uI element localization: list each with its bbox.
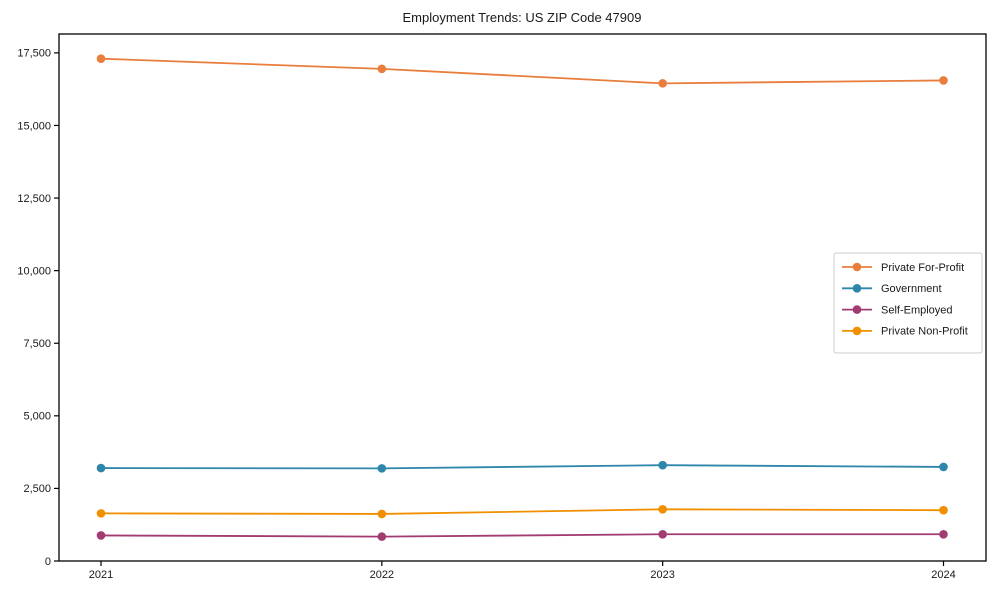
series-point-private-non-profit-2022 [377,509,387,519]
y-tick-label: 5,000 [23,411,51,423]
legend-marker-dot [852,305,862,314]
y-tick-label: 0 [45,556,51,568]
legend-label: Self-Employed [881,304,953,316]
series-line-private-non-profit [100,508,944,515]
legend-item-private-non-profit: Private Non-Profit [842,326,968,338]
legend-box [833,252,983,354]
y-tick-label: 2,500 [23,483,51,495]
y-tick-label: 15,000 [17,120,51,132]
series-lines [96,54,948,541]
legend-marker-dot [852,284,862,293]
legend-label: Private For-Profit [881,262,964,274]
series-point-private-for-profit-2021 [96,54,106,63]
x-axis-ticks: 2021 2022 2023 2024 [89,561,956,581]
y-tick-label: 17,500 [17,48,51,60]
series-point-self-employed-2023 [658,529,667,539]
series-point-self-employed-2024 [939,529,948,539]
plot-border [58,33,987,562]
legend: Private For-Profit Government Self-Employe… [833,252,983,354]
series-point-government-2021 [96,463,106,473]
legend-label: Government [881,283,942,295]
y-axis-ticks: 0 2,500 5,000 7,500 10,000 12,500 15,000 17,500 [17,48,59,568]
y-tick-label: 7,500 [23,338,51,350]
series-point-self-employed-2021 [96,531,106,540]
series-line-self-employed [100,533,944,538]
series-point-self-employed-2022 [377,532,387,541]
chart-title: Employment Trends: US ZIP Code 47909 [403,10,642,25]
y-tick-label: 10,000 [17,265,51,277]
x-tick-label: 2021 [89,569,113,581]
y-tick-label: 12,500 [17,193,51,205]
series-point-private-non-profit-2021 [96,509,106,518]
series-point-private-for-profit-2023 [658,79,667,88]
legend-marker-dot [852,262,862,272]
series-line-government [100,464,944,470]
legend-label: Private Non-Profit [881,326,968,338]
series-point-government-2022 [377,464,387,473]
x-tick-label: 2023 [650,569,674,581]
series-point-government-2023 [658,460,667,470]
series-point-private-for-profit-2024 [939,76,948,85]
x-tick-label: 2024 [931,569,955,581]
legend-item-government: Government [842,283,942,295]
legend-item-self-employed: Self-Employed [842,304,953,316]
series-point-private-non-profit-2024 [939,505,948,515]
series-point-private-non-profit-2023 [658,505,667,514]
legend-item-private-for-profit: Private For-Profit [842,262,964,274]
series-line-private-for-profit [100,57,944,85]
x-tick-label: 2022 [370,569,394,581]
series-point-private-for-profit-2022 [377,64,387,74]
legend-marker-dot [852,326,862,336]
series-point-government-2024 [939,462,948,472]
